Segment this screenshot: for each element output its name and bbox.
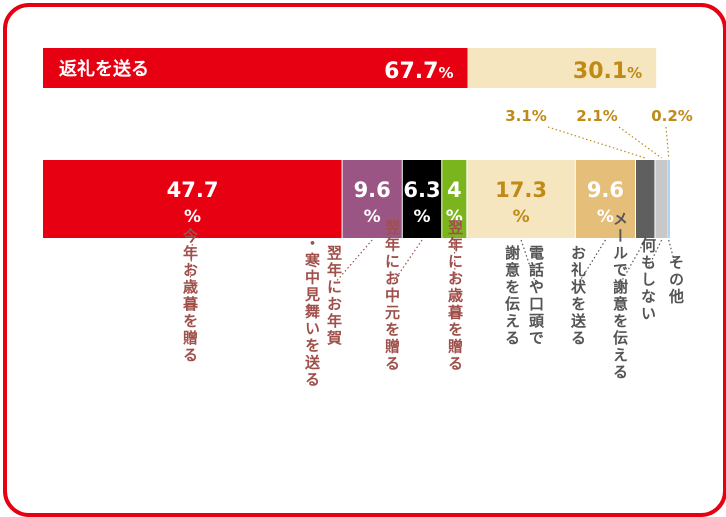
category-label-7: お礼状を送る <box>569 245 587 347</box>
category-label-1: 翌年にお年賀 <box>325 245 343 347</box>
bottom-bar-unit-5: % <box>597 207 614 227</box>
bottom-bar-unit-2: % <box>413 207 430 227</box>
category-leader-line-5 <box>577 239 606 285</box>
top-bar-segment-0 <box>43 48 468 88</box>
category-label-3: 翌年にお中元を贈る <box>383 220 401 373</box>
bottom-bar-segment-2 <box>402 160 442 238</box>
category-label-6: 謝意を伝える <box>503 244 521 347</box>
outside-value-label-1: 2.1% <box>576 107 618 125</box>
bottom-bar-segment-0 <box>43 160 343 238</box>
bottom-bar-segment-3 <box>441 160 467 238</box>
bottom-bar-value-3: 4 <box>447 178 462 202</box>
bottom-bar-value-4: 17.3 <box>495 178 547 202</box>
bottom-bar-segment-5 <box>575 160 636 238</box>
top-bar-label: 返礼を送る <box>59 58 149 80</box>
outside-leader-line-0 <box>547 126 646 159</box>
bottom-bar-value-0: 47.7 <box>167 178 219 202</box>
chart-frame <box>3 3 726 517</box>
category-label-5: 電話や口頭で <box>527 245 545 347</box>
outside-value-label-2: 0.2% <box>651 107 693 125</box>
bottom-bar-value-5: 9.6 <box>587 178 624 202</box>
bottom-bar-segment-4 <box>466 160 576 238</box>
top-bar-value-0: 67.7% <box>384 59 453 84</box>
bottom-bar-segment-1 <box>342 160 403 238</box>
bottom-bar-segment-6 <box>635 160 655 238</box>
category-label-0: 今年お歳暮を贈る <box>181 227 199 364</box>
category-label-2: ・寒中見舞いを送る <box>303 236 321 389</box>
category-leader-line-3 <box>453 239 456 285</box>
category-label-4: 翌年にお歳暮を贈る <box>446 220 464 373</box>
category-label-9: 何もしない <box>639 237 657 323</box>
bottom-bar-segment-7 <box>654 160 669 238</box>
category-leader-line-7 <box>647 239 663 269</box>
category-label-8: メールで謝意を伝える <box>611 211 629 381</box>
category-leader-line-2 <box>391 239 423 285</box>
bottom-bar-segment-8 <box>668 160 670 238</box>
outside-leader-line-1 <box>618 126 662 159</box>
category-leader-line-1 <box>333 239 373 285</box>
category-leader-line-0 <box>189 239 194 285</box>
bottom-bar-value-2: 6.3 <box>403 178 440 202</box>
bottom-bar-unit-1: % <box>364 207 381 227</box>
outside-leader-line-2 <box>665 126 670 159</box>
category-leader-line-8 <box>668 239 677 269</box>
category-leader-line-6 <box>619 239 646 285</box>
top-bar-segment-1 <box>467 48 657 88</box>
bottom-bar-value-1: 9.6 <box>354 178 391 202</box>
bottom-bar-unit-3: % <box>446 207 463 227</box>
bottom-bar-unit-0: % <box>184 207 201 227</box>
top-bar-value-1: 30.1% <box>573 59 642 84</box>
category-label-10: その他 <box>667 255 685 306</box>
bottom-bar-unit-4: % <box>513 207 530 227</box>
outside-value-label-0: 3.1% <box>505 107 547 125</box>
